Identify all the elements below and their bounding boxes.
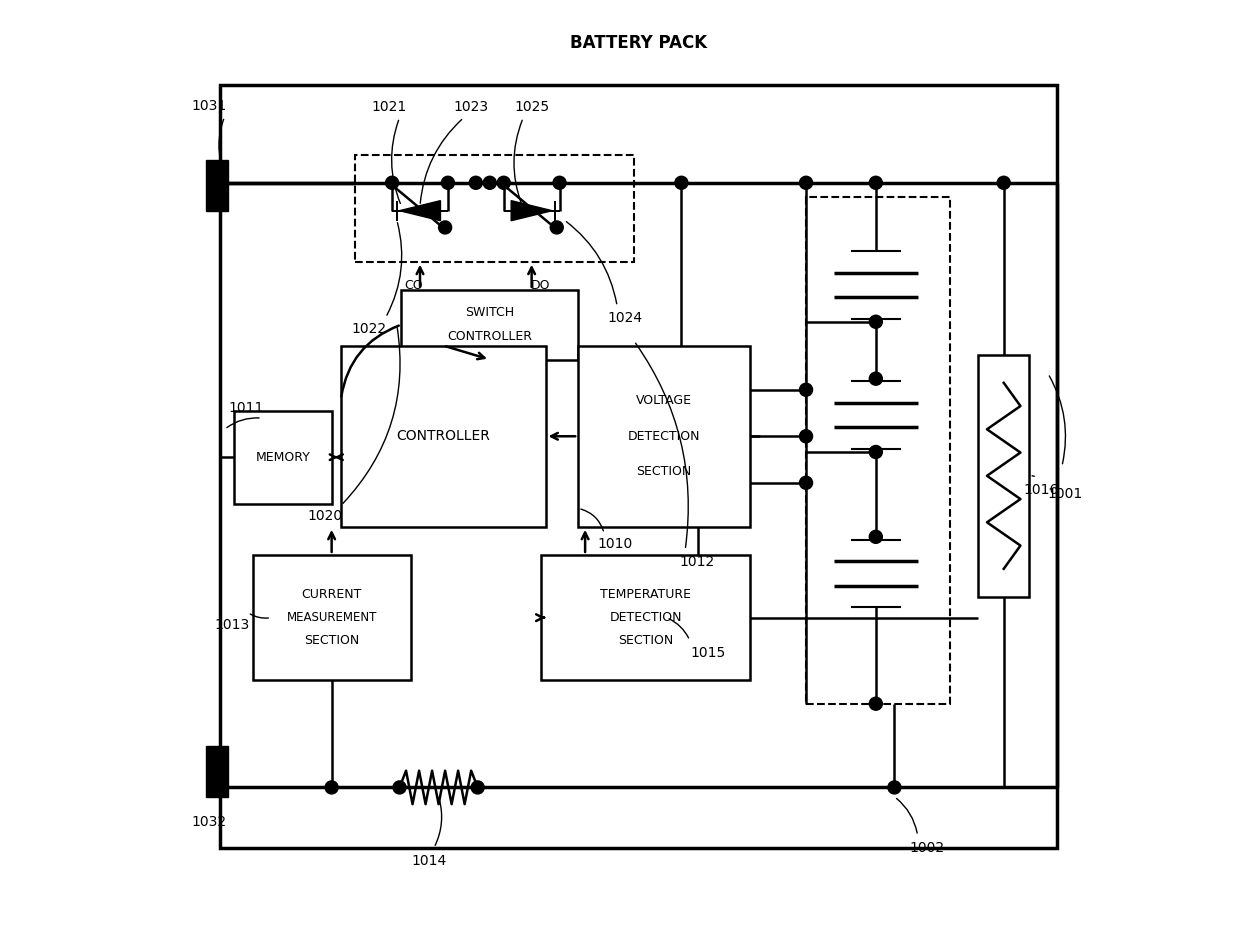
Text: 1014: 1014 (412, 854, 446, 868)
Text: 1013: 1013 (215, 618, 249, 632)
Polygon shape (511, 201, 552, 221)
Circle shape (471, 781, 484, 794)
Circle shape (800, 430, 812, 443)
Text: 1001: 1001 (1047, 487, 1083, 501)
Circle shape (869, 372, 883, 385)
Text: 1032: 1032 (191, 815, 227, 829)
Circle shape (800, 476, 812, 489)
Text: 1022: 1022 (351, 322, 387, 336)
Text: CO: CO (404, 279, 423, 292)
Text: 1023: 1023 (454, 101, 489, 115)
Bar (355, 155, 634, 262)
Bar (578, 345, 750, 527)
Text: 1031: 1031 (191, 99, 227, 113)
Bar (978, 355, 1029, 597)
Circle shape (869, 176, 883, 189)
Text: DETECTION: DETECTION (627, 430, 701, 443)
Circle shape (888, 781, 901, 794)
Text: CURRENT: CURRENT (301, 588, 362, 601)
Polygon shape (399, 201, 440, 221)
Text: DETECTION: DETECTION (609, 611, 682, 624)
Circle shape (800, 176, 812, 189)
Bar (402, 290, 578, 359)
Text: MEMORY: MEMORY (255, 451, 310, 464)
Circle shape (325, 781, 339, 794)
Circle shape (869, 530, 883, 543)
Bar (206, 745, 228, 797)
Circle shape (997, 176, 1011, 189)
Circle shape (553, 176, 565, 189)
Text: SECTION: SECTION (636, 466, 692, 478)
Text: SECTION: SECTION (618, 634, 673, 648)
Circle shape (800, 383, 812, 397)
Text: 1024: 1024 (608, 311, 642, 325)
Circle shape (869, 697, 883, 710)
Text: TEMPERATURE: TEMPERATURE (600, 588, 691, 601)
Circle shape (386, 176, 398, 189)
Text: VOLTAGE: VOLTAGE (636, 395, 692, 408)
Bar (806, 197, 950, 703)
Bar (234, 411, 331, 504)
Circle shape (439, 221, 451, 234)
Text: BATTERY PACK: BATTERY PACK (570, 35, 707, 52)
Text: CONTROLLER: CONTROLLER (397, 429, 490, 443)
Text: MEASUREMENT: MEASUREMENT (286, 611, 377, 624)
Circle shape (869, 445, 883, 458)
Text: 1011: 1011 (228, 401, 264, 415)
Bar (253, 555, 410, 680)
Text: 1010: 1010 (598, 536, 632, 550)
Circle shape (675, 176, 688, 189)
Text: 1012: 1012 (680, 555, 714, 569)
Text: SWITCH: SWITCH (465, 306, 515, 319)
Circle shape (213, 781, 227, 794)
Bar (541, 555, 750, 680)
Circle shape (551, 221, 563, 234)
Text: 1020: 1020 (308, 508, 342, 522)
Bar (341, 345, 546, 527)
Text: CONTROLLER: CONTROLLER (448, 330, 532, 343)
Circle shape (869, 315, 883, 328)
Circle shape (469, 176, 482, 189)
Text: 1015: 1015 (691, 646, 725, 660)
Bar (219, 85, 1058, 848)
Text: DO: DO (531, 279, 551, 292)
Text: SECTION: SECTION (304, 634, 360, 648)
Circle shape (441, 176, 454, 189)
Text: 1002: 1002 (909, 841, 945, 855)
Text: 1021: 1021 (372, 101, 407, 115)
Bar (206, 160, 228, 211)
Text: 1025: 1025 (515, 101, 549, 115)
Circle shape (484, 176, 496, 189)
Circle shape (393, 781, 405, 794)
Circle shape (213, 176, 227, 189)
Circle shape (497, 176, 510, 189)
Text: 1016: 1016 (1024, 482, 1059, 496)
